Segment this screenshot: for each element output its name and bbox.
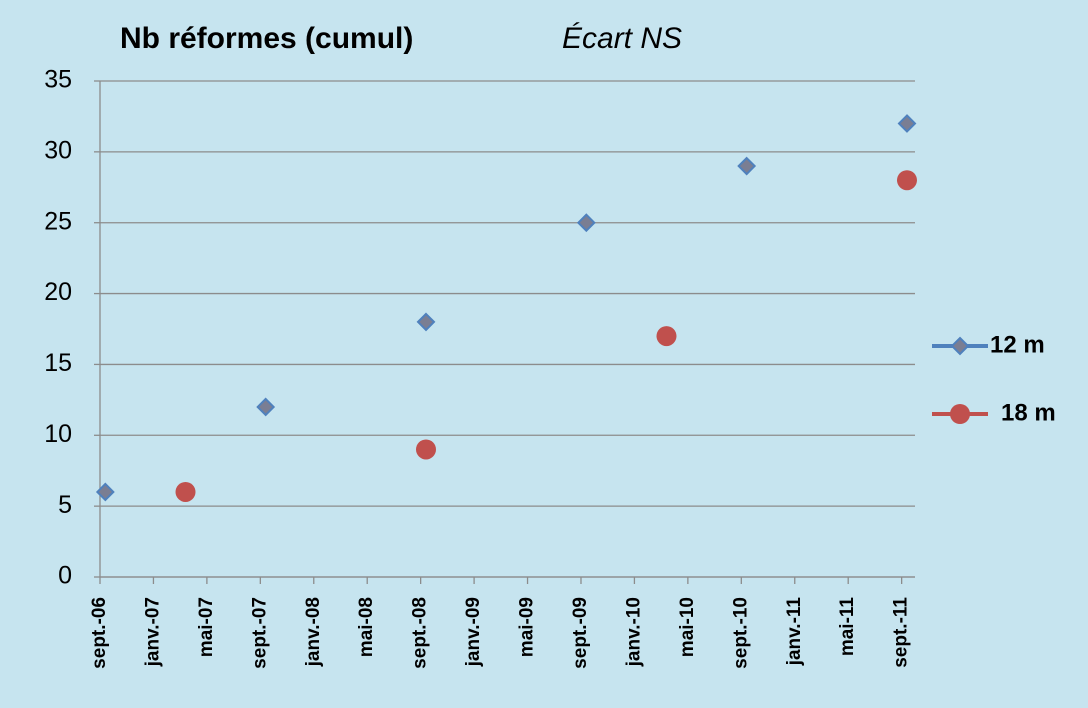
x-tick-label: janv.-08: [303, 597, 324, 667]
x-tick-label: janv.-10: [623, 597, 644, 667]
y-tick-label: 30: [44, 136, 72, 164]
y-tick-label: 20: [44, 278, 72, 306]
chart-title: Nb réformes (cumul): [120, 22, 413, 55]
point-diamond: [950, 336, 970, 356]
x-tick-label: sept.-10: [730, 597, 751, 669]
x-tick-label: sept.-06: [89, 597, 110, 669]
x-tick-label: mai-11: [837, 597, 858, 657]
y-tick-label: 35: [44, 66, 72, 94]
x-tick-label: mai-08: [356, 597, 377, 657]
point-diamond: [576, 213, 596, 233]
chart-subtitle: Écart NS: [562, 22, 682, 55]
x-tick-label: janv.-07: [142, 597, 163, 667]
legend-label: 18 m: [1001, 399, 1056, 426]
y-tick-label: 0: [58, 562, 72, 590]
x-tick-label: sept.-09: [570, 597, 591, 669]
y-tick-label: 15: [44, 349, 72, 377]
y-tick-label: 10: [44, 420, 72, 448]
point-circle: [896, 170, 917, 191]
point-diamond: [737, 156, 757, 176]
x-tick-label: mai-10: [677, 597, 698, 657]
x-tick-label: mai-09: [517, 597, 538, 657]
y-tick-label: 25: [44, 207, 72, 235]
point-diamond: [95, 482, 115, 502]
legend-label: 12 m: [990, 331, 1045, 358]
point-circle: [656, 326, 677, 347]
x-tick-label: janv.-09: [463, 597, 484, 667]
y-tick-label: 5: [58, 491, 72, 519]
x-tick-label: sept.-11: [891, 597, 912, 668]
x-tick-label: sept.-08: [410, 597, 431, 669]
point-circle: [950, 404, 970, 424]
x-tick-label: janv.-11: [784, 597, 805, 667]
point-circle: [416, 439, 436, 460]
point-diamond: [416, 312, 436, 332]
x-tick-label: sept.-07: [249, 597, 270, 669]
x-tick-label: mai-07: [196, 597, 217, 657]
point-diamond: [897, 114, 917, 133]
point-diamond: [256, 397, 276, 417]
point-circle: [175, 481, 196, 502]
